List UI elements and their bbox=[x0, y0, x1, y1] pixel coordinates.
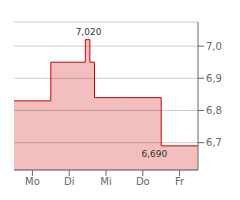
svg-text:6,9: 6,9 bbox=[206, 73, 222, 84]
svg-text:7,0: 7,0 bbox=[206, 41, 222, 52]
svg-text:Mo: Mo bbox=[25, 176, 40, 187]
svg-text:6,8: 6,8 bbox=[206, 105, 222, 116]
svg-text:Do: Do bbox=[136, 176, 150, 187]
svg-text:Fr: Fr bbox=[175, 176, 185, 187]
svg-text:Mi: Mi bbox=[100, 176, 111, 187]
svg-text:6,690: 6,690 bbox=[141, 149, 167, 159]
svg-text:Di: Di bbox=[64, 176, 74, 187]
svg-text:6,7: 6,7 bbox=[206, 137, 222, 148]
svg-text:7,020: 7,020 bbox=[76, 27, 102, 37]
